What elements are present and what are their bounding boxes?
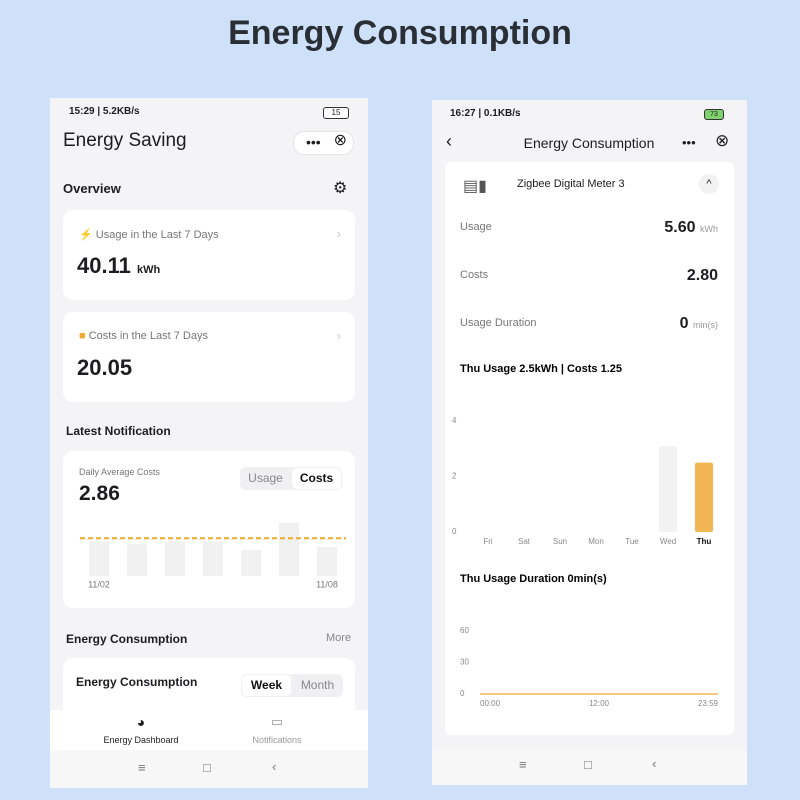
page-title: Energy Consumption — [228, 14, 572, 52]
chevron: › — [336, 328, 341, 343]
collapse-button[interactable]: ^ — [699, 174, 719, 194]
system-bar: ≡ □ ‹ — [432, 748, 747, 785]
unit: kWh — [136, 264, 161, 276]
costs-card[interactable]: ■ Costs in the Last 7 Days 20.05 › — [63, 312, 355, 402]
value: 40.11 — [77, 253, 131, 278]
usage-card[interactable]: ⚡ Usage in the Last 7 Days 40.11 kWh › — [63, 210, 355, 300]
stat-label: Usage Duration — [460, 317, 537, 329]
screen-title: Energy Saving — [63, 130, 187, 151]
tab-switch: Week Month — [241, 674, 343, 697]
card-value: 40.11 kWh — [77, 253, 160, 279]
card-title: Energy Consumption — [76, 675, 198, 689]
value: 0 — [679, 315, 689, 332]
nav-icon: ◕ — [136, 714, 146, 730]
stat-value: 2.80 — [687, 267, 718, 285]
battery: 15 — [323, 107, 349, 119]
energy-card: Energy Consumption Week Month — [63, 658, 355, 718]
nav-bar: ◕ Energy Dashboard ▭ Notifications — [50, 710, 368, 750]
detail-card: ▤▮ Zigbee Digital Meter 3 ^ Usage 5.60 kW… — [445, 162, 734, 735]
sys-home[interactable]: □ — [203, 760, 211, 775]
more-link[interactable]: More — [326, 632, 352, 644]
section-heading: Latest Notification — [66, 424, 171, 438]
section-heading: Overview — [63, 181, 121, 196]
stat-label: Costs — [460, 269, 489, 281]
tab[interactable]: Costs — [292, 468, 341, 489]
sys-back[interactable]: ‹ — [652, 756, 657, 771]
back-button[interactable]: ‹ — [446, 131, 452, 151]
sys-menu[interactable]: ≡ — [138, 760, 146, 775]
value: 2.80 — [686, 267, 718, 284]
status-time: 15:29 | 5.2KB/s — [69, 106, 140, 117]
tab[interactable]: Month — [300, 678, 335, 692]
nav-icon: ▭ — [270, 714, 284, 729]
battery: 73 — [704, 109, 724, 120]
device-name: Zigbee Digital Meter 3 — [517, 178, 625, 190]
screen-title: Energy Consumption — [523, 135, 655, 151]
value: 5.60 — [664, 219, 696, 236]
unit: min(s) — [693, 320, 718, 330]
tab-switch: Usage Costs — [240, 467, 342, 490]
card-label: ⚡ Usage in the Last 7 Days — [79, 229, 219, 241]
card-label-text: Costs in the Last 7 Days — [88, 330, 208, 342]
tab[interactable]: Usage — [248, 471, 283, 485]
device-icon: ▤▮ — [463, 178, 487, 195]
sys-back[interactable]: ‹ — [272, 759, 277, 774]
average-value: 2.86 — [79, 482, 120, 505]
card-value: 20.05 — [77, 355, 133, 380]
settings-icon[interactable]: ⚙ — [333, 180, 348, 197]
sys-home[interactable]: □ — [584, 757, 592, 772]
nav-item[interactable]: Energy Dashboard — [103, 735, 179, 745]
right-phone: 16:27 | 0.1KB/s 73 ‹ Energy Consumption … — [432, 100, 747, 785]
section-heading: Energy Consumption — [66, 632, 188, 646]
nav-item[interactable]: Notifications — [252, 735, 302, 745]
system-bar: ≡ □ ‹ — [50, 750, 368, 788]
card-label: ■ Costs in the Last 7 Days — [79, 330, 208, 342]
tab[interactable]: Week — [242, 675, 291, 696]
menu-capsule[interactable]: ••• ⊗ — [293, 131, 354, 155]
card-label-text: Usage in the Last 7 Days — [95, 229, 219, 241]
unit: kWh — [700, 224, 718, 234]
sys-menu[interactable]: ≡ — [519, 757, 527, 772]
left-phone: 15:29 | 5.2KB/s 15 Energy Saving ••• ⊗ Ov… — [50, 98, 368, 788]
more-button[interactable]: ••• — [682, 135, 696, 150]
chevron: › — [336, 226, 341, 241]
close-button[interactable]: ⊗ — [715, 131, 730, 150]
stat-label: Usage — [460, 221, 492, 233]
caption: Daily Average Costs — [79, 467, 160, 477]
stat-value: 0 min(s) — [680, 315, 718, 333]
notification-card: Daily Average Costs 2.86 Usage Costs — [63, 451, 355, 608]
stat-value: 5.60 kWh — [664, 219, 718, 237]
status-time: 16:27 | 0.1KB/s — [450, 108, 521, 119]
